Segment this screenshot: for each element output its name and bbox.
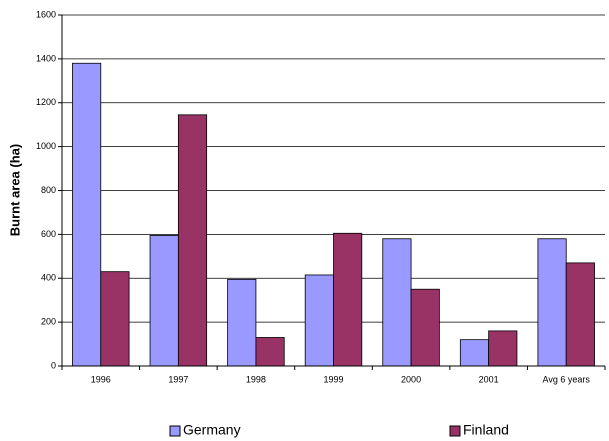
y-tick-label: 1600 — [36, 9, 56, 19]
x-tick-label: 2001 — [479, 374, 499, 384]
bar — [565, 262, 595, 367]
y-tick-label: 1000 — [36, 141, 56, 151]
bar — [177, 114, 208, 367]
y-tick-label: 600 — [41, 229, 56, 239]
legend-swatch — [169, 425, 181, 437]
y-tick-label: 200 — [41, 317, 56, 327]
x-tick-label: 1998 — [246, 374, 266, 384]
bar — [227, 278, 257, 367]
legend-swatch — [449, 425, 461, 437]
bar — [459, 339, 490, 367]
bar — [304, 274, 334, 367]
x-tick-label: 2000 — [401, 374, 421, 384]
bar — [255, 337, 285, 367]
x-tick-label: Avg 6 years — [543, 374, 591, 384]
bar — [410, 288, 440, 367]
bar — [488, 330, 518, 367]
y-tick-label: 1400 — [36, 53, 56, 63]
legend-label: Finland — [463, 422, 509, 438]
bar — [72, 62, 102, 367]
bar — [333, 232, 363, 367]
x-tick-label: 1996 — [91, 374, 111, 384]
bar — [537, 238, 567, 367]
y-tick-label: 400 — [41, 273, 56, 283]
y-tick-label: 0 — [51, 360, 56, 370]
y-tick-label: 800 — [41, 185, 56, 195]
bar — [382, 238, 412, 367]
x-tick-label: 1997 — [168, 374, 188, 384]
legend-label: Germany — [183, 422, 241, 438]
bar — [149, 235, 179, 367]
bar — [100, 271, 130, 367]
x-tick-label: 1999 — [323, 374, 343, 384]
y-tick-label: 1200 — [36, 97, 56, 107]
y-axis-label: Burnt area (ha) — [7, 144, 22, 236]
